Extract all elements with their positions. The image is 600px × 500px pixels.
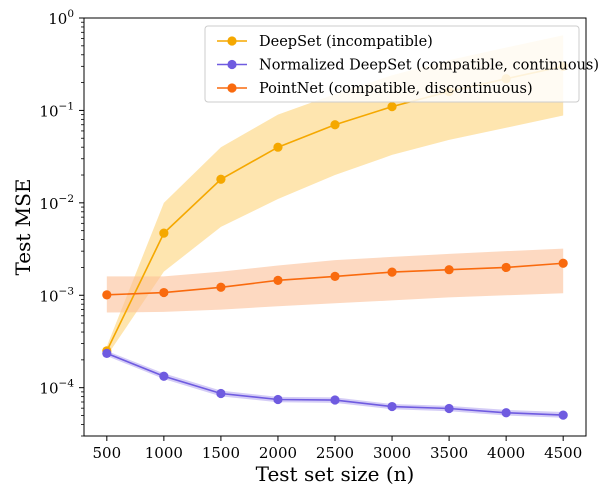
y-axis-label: Test MSE [11, 178, 35, 275]
legend-entry-label: DeepSet (incompatible) [259, 34, 433, 50]
series-1-point-7 [501, 408, 511, 418]
series-0-band [106, 35, 564, 357]
series-markers [102, 61, 568, 420]
series-2-point-5 [387, 267, 397, 277]
x-tick-label: 3000 [373, 444, 411, 462]
y-tick-label: 10−4 [39, 378, 74, 398]
series-0-point-1 [159, 228, 169, 238]
x-tick-label: 1500 [202, 444, 240, 462]
series-2-point-8 [558, 258, 568, 268]
series-1-point-0 [102, 348, 112, 358]
series-2-point-1 [159, 287, 169, 298]
x-axis-label: Test set size (n) [256, 462, 415, 486]
series-0-point-4 [330, 120, 340, 130]
series-1-point-8 [558, 410, 568, 420]
legend-swatch-marker [227, 59, 237, 70]
x-tick-label: 1000 [145, 444, 183, 462]
legend-swatch-marker [227, 83, 237, 93]
y-tick-label: 10−2 [39, 193, 74, 213]
y-tick-label: 10−3 [39, 285, 74, 305]
y-axis-ticks: 10−4 10−3 10−2 10−1 100 [39, 8, 84, 437]
x-axis-ticks: 500 1000 1500 2000 2500 3000 3500 4000 4500 [92, 436, 582, 462]
series-0-point-5 [387, 101, 397, 112]
series-2-point-2 [216, 282, 226, 292]
legend-box [204, 25, 580, 103]
x-tick-label: 3500 [430, 444, 468, 462]
series-2-point-3 [273, 275, 283, 285]
legend: DeepSet (incompatible) Normalized DeepSet… [204, 25, 599, 103]
y-tick-label: 100 [48, 8, 74, 28]
legend-entry-label: PointNet (compatible, discontinuous) [259, 81, 533, 97]
series-1-point-3 [273, 394, 283, 405]
series-0-point-3 [273, 142, 283, 152]
series-1-line [106, 352, 564, 416]
series-1-point-1 [159, 371, 169, 381]
series-2-point-6 [444, 265, 454, 275]
series-2-point-4 [330, 271, 340, 281]
x-tick-label: 4500 [544, 444, 582, 462]
series-1-band [106, 350, 564, 418]
x-tick-label: 2000 [259, 444, 297, 462]
x-tick-label: 500 [92, 444, 121, 462]
series-2-point-7 [501, 262, 511, 273]
legend-swatch-marker [227, 36, 237, 46]
x-tick-label: 2500 [316, 444, 354, 462]
series-1-point-4 [330, 395, 340, 405]
series-1-point-6 [444, 403, 454, 414]
y-tick-label: 10−1 [39, 100, 74, 120]
x-tick-label: 4000 [487, 444, 525, 462]
series-1-point-2 [216, 388, 226, 399]
series-0-point-2 [216, 174, 226, 184]
series-1-point-5 [387, 401, 397, 412]
legend-entry-label: Normalized DeepSet (compatible, continuo… [259, 58, 599, 74]
series-2-point-0 [102, 290, 112, 300]
